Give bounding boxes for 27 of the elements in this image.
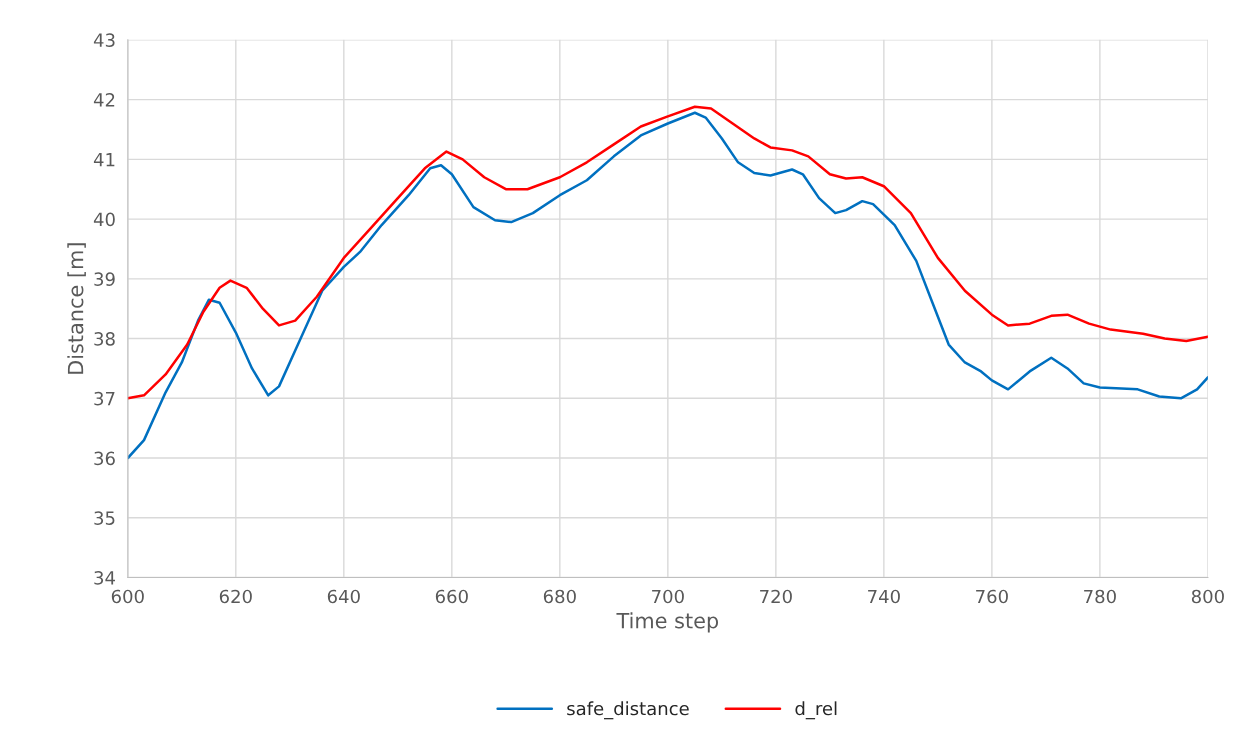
y-tick-label: 37 xyxy=(94,391,115,406)
x-tick-label: 800 xyxy=(1191,589,1224,604)
y-tick-label: 39 xyxy=(94,272,115,286)
y-tick-label: 40 xyxy=(93,212,115,227)
y-tick-label: 41 xyxy=(93,153,115,167)
x-tick-label: 700 xyxy=(652,589,684,604)
y-tick-label: 42 xyxy=(93,93,115,107)
y-axis-title: Distance [m] xyxy=(67,243,86,374)
x-tick-label: 740 xyxy=(868,589,900,604)
x-tick-label: 780 xyxy=(1084,589,1116,604)
x-tick-label: 660 xyxy=(435,589,468,604)
x-tick-label: 720 xyxy=(760,589,792,604)
x-tick-label: 620 xyxy=(219,589,252,604)
x-tick-label: 600 xyxy=(111,589,144,604)
y-tick-label: 36 xyxy=(94,451,115,466)
x-axis-title: Time step xyxy=(616,612,719,633)
y-tick-label: 34 xyxy=(94,571,115,585)
x-tick-label: 640 xyxy=(327,589,360,604)
x-tick-label: 760 xyxy=(976,589,1008,604)
y-tick-label: 38 xyxy=(94,332,115,346)
y-tick-label: 35 xyxy=(94,511,115,525)
line-series xyxy=(127,105,1208,400)
line-series xyxy=(127,111,1208,460)
x-tick-label: 680 xyxy=(543,589,576,604)
legend-label: d_rel xyxy=(795,701,837,720)
y-tick-label: 43 xyxy=(93,33,115,47)
legend-label: safe_distance xyxy=(567,701,689,720)
